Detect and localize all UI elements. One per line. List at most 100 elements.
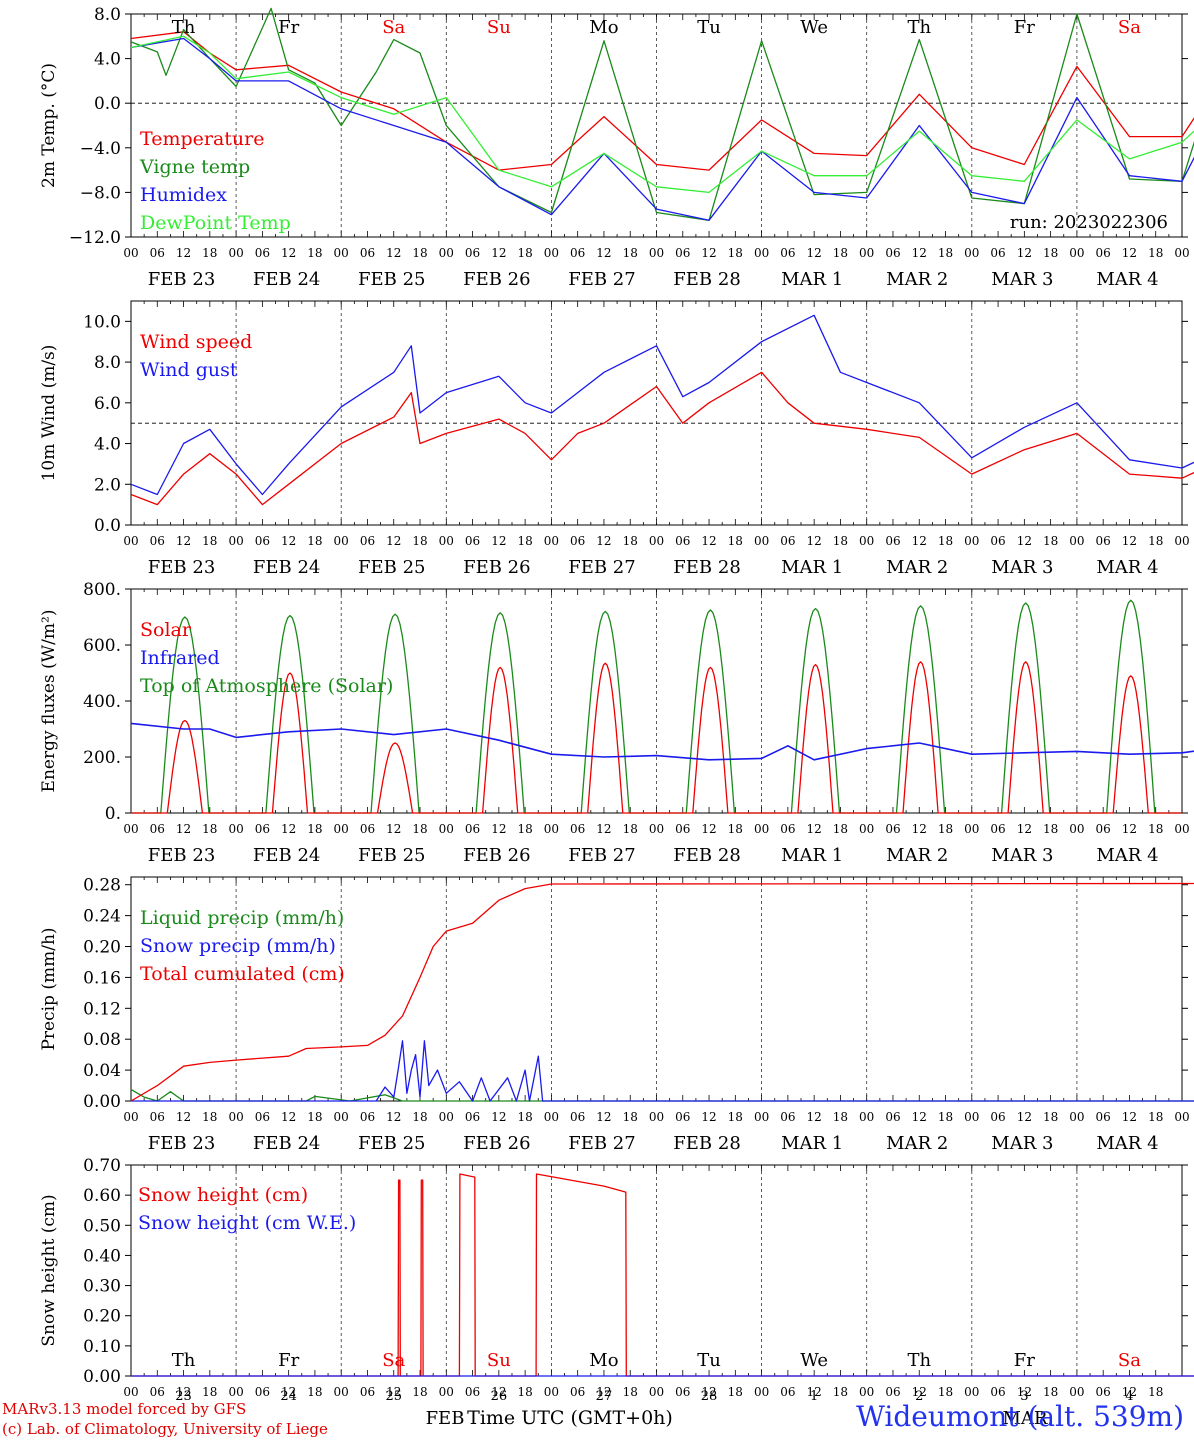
panel-2-hour-label: 12	[281, 534, 296, 548]
panel-2-hour-label: 12	[176, 534, 191, 548]
panel-1-hour-label: 06	[1096, 246, 1111, 260]
panel-4-hour-label: 12	[701, 1110, 716, 1124]
panel-1-date-label: FEB 24	[253, 269, 320, 290]
panel-5-hour-label: 06	[255, 1385, 270, 1399]
panel-4-ytick-label: 0.08	[83, 1030, 121, 1050]
panel-5-day-number: 4	[1125, 1389, 1133, 1404]
panel-1-date-label: MAR 3	[991, 269, 1053, 290]
panel-4-hour-label: 00	[439, 1110, 454, 1124]
temperature-line-temperature	[130, 31, 1194, 171]
panel-3-ytick-label: 200.	[83, 748, 121, 768]
panel-4-ytick-label: 0.04	[83, 1061, 121, 1081]
panel-2-hour-label: 18	[202, 534, 217, 548]
panel-5-hour-label: 12	[176, 1385, 191, 1399]
temperature-line-vigne-temp	[130, 7, 1194, 221]
panel-5-hour-label: 12	[1017, 1385, 1032, 1399]
panel-1-date-label: MAR 4	[1096, 269, 1158, 290]
panel-2-legend-label: Wind speed	[140, 331, 252, 353]
panel-1-hour-label: 00	[228, 246, 243, 260]
panel-4-hour-label: 06	[255, 1110, 270, 1124]
panel-5-hour-label: 00	[649, 1385, 664, 1399]
panel-5-hour-label: 12	[1122, 1385, 1137, 1399]
panel-3-hour-label: 18	[728, 822, 743, 836]
panel-5-hour-label: 00	[123, 1385, 138, 1399]
panel-4-hour-label: 06	[465, 1110, 480, 1124]
panel-3-hour-label: 00	[228, 822, 243, 836]
panel-3-hour-label: 18	[412, 822, 427, 836]
panel-3-ytick-label: 800.	[83, 580, 121, 600]
panel-3-hour-label: 00	[1174, 822, 1189, 836]
panel-2-hour-label: 06	[885, 534, 900, 548]
panel-3-legend-label: Top of Atmosphere (Solar)	[140, 675, 393, 697]
panel-3-hour-label: 00	[334, 822, 349, 836]
panel-4-hour-label: 18	[202, 1110, 217, 1124]
panel-2-ytick-label: 8.0	[94, 353, 121, 373]
panel-1-day-abbrev: We	[800, 17, 828, 38]
credit-line-2: (c) Lab. of Climatology, University of L…	[2, 1420, 328, 1438]
panel-1-ytick-label: 0.0	[94, 94, 121, 114]
panel-4-hour-label: 06	[675, 1110, 690, 1124]
wind-line-wind-gust	[130, 314, 1194, 496]
panel-3-hour-label: 12	[701, 822, 716, 836]
panel-1-hour-label: 12	[807, 246, 822, 260]
panel-3-date-label: FEB 27	[568, 845, 635, 866]
panel-5-hour-label: 18	[1043, 1385, 1058, 1399]
panel-1-day-abbrev: Su	[487, 17, 511, 38]
panel-2-hour-label: 00	[754, 534, 769, 548]
panel-1-day-abbrev: Fr	[1014, 17, 1035, 38]
panel-1-hour-label: 12	[912, 246, 927, 260]
panel-1-legend-label: DewPoint Temp	[140, 212, 291, 234]
panel-5-hour-label: 12	[912, 1385, 927, 1399]
panel-5-hour-label: 00	[754, 1385, 769, 1399]
panel-3-hour-label: 12	[176, 822, 191, 836]
panel-3-hour-label: 00	[754, 822, 769, 836]
panel-5-day-abbrev: Th	[172, 1350, 196, 1371]
panel-3-hour-label: 00	[964, 822, 979, 836]
panel-5-day-number: 27	[596, 1389, 613, 1404]
panel-5-hour-label: 00	[964, 1385, 979, 1399]
panel-3-hour-label: 12	[1017, 822, 1032, 836]
panel-3-hour-label: 06	[255, 822, 270, 836]
panel-1-hour-label: 12	[701, 246, 716, 260]
panel-4-date-label: FEB 25	[358, 1133, 425, 1154]
infrared-line	[130, 722, 1194, 761]
panel-5-hour-label: 12	[807, 1385, 822, 1399]
panel-4-date-label: MAR 1	[781, 1133, 843, 1154]
temperature-line-humidex	[130, 37, 1194, 221]
panel-1-hour-label: 18	[1043, 246, 1058, 260]
panel-1-date-label: FEB 23	[148, 269, 215, 290]
panel-1-hour-label: 18	[412, 246, 427, 260]
panel-3-hour-label: 18	[1148, 822, 1163, 836]
panel-2-date-label: MAR 4	[1096, 557, 1158, 578]
month-label-mar: MAR	[1003, 1408, 1048, 1429]
panel-1-date-label: FEB 26	[463, 269, 530, 290]
panel-3-date-label: FEB 23	[148, 845, 215, 866]
panel-4-hour-label: 00	[544, 1110, 559, 1124]
panel-4-hour-label: 18	[833, 1110, 848, 1124]
panel-2-hour-label: 18	[1043, 534, 1058, 548]
panel-1-ytick-label: −4.0	[80, 139, 121, 159]
panel-1-date-label: FEB 28	[673, 269, 740, 290]
panel-2-hour-label: 06	[360, 534, 375, 548]
panel-1-ylabel: 2m Temp. (°C)	[39, 63, 59, 188]
panel-5-ytick-label: 0.60	[83, 1186, 121, 1206]
panel-2-hour-label: 12	[1122, 534, 1137, 548]
panel-2-date-label: MAR 3	[991, 557, 1053, 578]
panel-4-ytick-label: 0.16	[83, 968, 121, 988]
panel-2-hour-label: 00	[1174, 534, 1189, 548]
panel-4-hour-label: 00	[123, 1110, 138, 1124]
panel-5-day-abbrev: Fr	[1014, 1350, 1035, 1371]
panel-1-hour-label: 06	[150, 246, 165, 260]
panel-5-ylabel: Snow height (cm)	[39, 1194, 59, 1346]
panel-5-hour-label: 18	[623, 1385, 638, 1399]
panel-5-ytick-label: 0.20	[83, 1307, 121, 1327]
panel-5-day-abbrev: We	[800, 1350, 828, 1371]
panel-2-hour-label: 18	[728, 534, 743, 548]
panel-1-hour-label: 12	[281, 246, 296, 260]
panel-3-hour-label: 12	[491, 822, 506, 836]
panel-1-legend-label: Humidex	[140, 184, 227, 206]
panel-1-day-abbrev: Tu	[697, 17, 721, 38]
panel-5-hour-label: 12	[701, 1385, 716, 1399]
panel-4-hour-label: 12	[1122, 1110, 1137, 1124]
